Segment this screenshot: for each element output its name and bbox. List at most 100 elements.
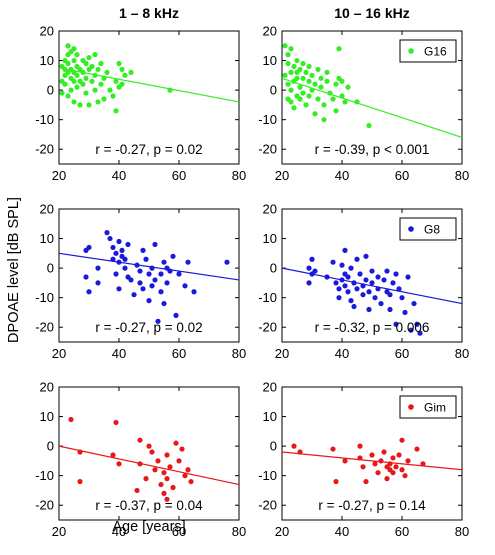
data-point bbox=[300, 90, 306, 96]
data-point bbox=[161, 259, 167, 265]
data-point bbox=[399, 467, 405, 473]
data-point bbox=[420, 461, 426, 467]
data-point bbox=[98, 60, 104, 67]
data-point bbox=[282, 72, 288, 78]
data-point bbox=[306, 63, 312, 70]
data-point bbox=[101, 96, 107, 102]
x-tick-label: 40 bbox=[335, 346, 349, 361]
x-tick-label: 40 bbox=[335, 168, 349, 183]
data-point bbox=[402, 473, 408, 479]
y-tick-label: -20 bbox=[258, 320, 277, 335]
data-point bbox=[83, 90, 89, 96]
data-point bbox=[288, 99, 294, 105]
data-point bbox=[71, 46, 77, 52]
data-point bbox=[363, 478, 369, 485]
data-point bbox=[333, 280, 339, 286]
x-tick-label: 20 bbox=[275, 346, 289, 361]
data-point bbox=[297, 84, 303, 90]
data-point bbox=[89, 63, 95, 70]
data-point bbox=[384, 268, 390, 274]
y-tick-label: -20 bbox=[258, 498, 277, 513]
regression-line bbox=[58, 67, 240, 103]
data-point bbox=[77, 478, 83, 485]
data-point bbox=[339, 78, 345, 84]
data-point bbox=[360, 464, 366, 470]
data-point bbox=[288, 46, 294, 52]
data-point bbox=[393, 271, 399, 277]
y-tick-label: -10 bbox=[258, 290, 277, 305]
correlation-stats: r = -0.27, p = 0.02 bbox=[95, 142, 202, 157]
data-point bbox=[110, 244, 116, 251]
legend-marker bbox=[408, 404, 414, 410]
data-point bbox=[315, 96, 321, 102]
panel-frame bbox=[58, 30, 240, 165]
data-point bbox=[104, 230, 110, 236]
data-point bbox=[363, 253, 369, 259]
data-point bbox=[417, 330, 423, 336]
data-point bbox=[68, 416, 74, 423]
data-point bbox=[405, 458, 411, 464]
data-point bbox=[167, 464, 173, 470]
data-point bbox=[291, 443, 297, 449]
x-tick-label: 60 bbox=[395, 168, 409, 183]
regression-line bbox=[58, 252, 240, 281]
data-point bbox=[306, 265, 312, 271]
data-point bbox=[80, 81, 86, 87]
data-point bbox=[315, 66, 321, 73]
data-point bbox=[77, 102, 83, 108]
legend-box bbox=[399, 39, 457, 63]
y-tick-label: -10 bbox=[258, 468, 277, 483]
data-point bbox=[294, 57, 300, 64]
legend-box bbox=[399, 395, 457, 419]
data-point bbox=[95, 99, 101, 105]
data-point bbox=[131, 292, 137, 298]
data-point bbox=[86, 102, 92, 108]
x-tick-label: 80 bbox=[455, 524, 469, 539]
data-point bbox=[128, 69, 134, 75]
data-point bbox=[288, 69, 294, 75]
data-point bbox=[113, 108, 119, 114]
data-point bbox=[146, 271, 152, 277]
data-point bbox=[110, 93, 116, 99]
data-point bbox=[414, 446, 420, 452]
data-point bbox=[158, 481, 164, 488]
data-point bbox=[381, 449, 387, 455]
data-point bbox=[95, 66, 101, 73]
data-point bbox=[321, 117, 327, 123]
data-point bbox=[348, 265, 354, 271]
x-tick-label: 40 bbox=[112, 346, 126, 361]
x-tick-label: 60 bbox=[395, 524, 409, 539]
y-tick-label: -10 bbox=[35, 112, 54, 127]
data-point bbox=[321, 102, 327, 108]
data-point bbox=[393, 464, 399, 470]
data-point bbox=[110, 452, 116, 458]
data-point bbox=[161, 490, 167, 496]
y-tick-label: 10 bbox=[263, 409, 277, 424]
data-point bbox=[146, 298, 152, 304]
data-point bbox=[339, 262, 345, 268]
data-point bbox=[351, 303, 357, 310]
data-point bbox=[387, 306, 393, 313]
data-point bbox=[155, 318, 161, 324]
legend-marker bbox=[408, 226, 414, 232]
data-point bbox=[152, 467, 158, 473]
data-point bbox=[92, 87, 98, 93]
data-point bbox=[336, 295, 342, 301]
data-point bbox=[336, 286, 342, 292]
data-point bbox=[86, 55, 92, 61]
y-tick-label: 10 bbox=[40, 231, 54, 246]
data-point bbox=[161, 470, 167, 476]
y-tick-label: 0 bbox=[47, 261, 54, 276]
x-axis-label: Age [years] bbox=[112, 519, 185, 535]
data-point bbox=[375, 274, 381, 280]
data-point bbox=[354, 256, 360, 262]
data-point bbox=[324, 69, 330, 75]
data-point bbox=[300, 75, 306, 81]
data-point bbox=[164, 496, 170, 502]
legend-label: Gim bbox=[424, 401, 446, 415]
regression-line bbox=[58, 445, 240, 486]
data-point bbox=[116, 461, 122, 467]
data-point bbox=[68, 87, 74, 93]
regression-line bbox=[281, 267, 463, 305]
